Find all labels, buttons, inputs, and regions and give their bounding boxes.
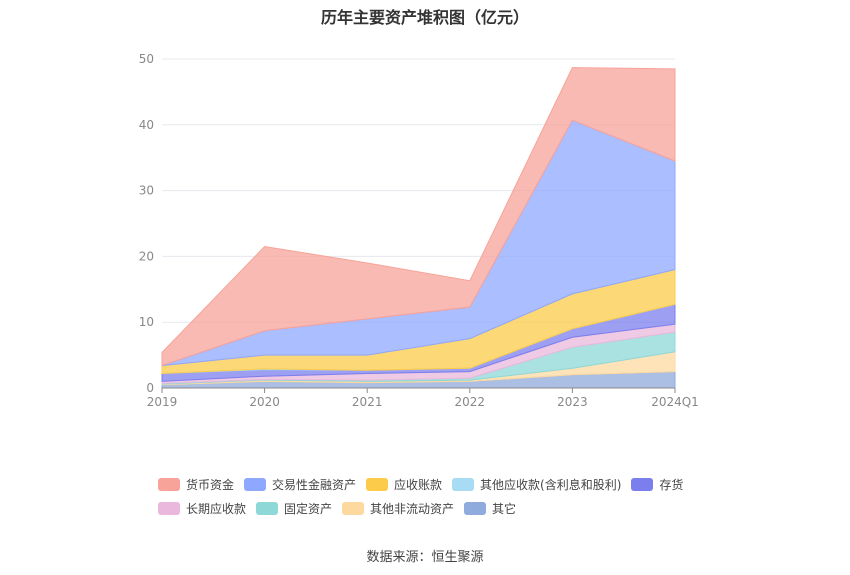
y-tick-label: 20 (139, 249, 154, 263)
area-series-货币资金 (161, 67, 676, 367)
legend-row: 货币资金 交易性金融资产 应收账款 其他应收款(含利息和股利) 存货 (158, 472, 718, 496)
legend-item[interactable]: 其他应收款(含利息和股利) (452, 476, 621, 493)
legend-swatch (452, 477, 475, 491)
x-tick-label: 2019 (147, 395, 178, 409)
legend-label: 其他非流动资产 (370, 501, 455, 516)
legend: 货币资金 交易性金融资产 应收账款 其他应收款(含利息和股利) 存货 长期应收款 固定资产… (158, 472, 718, 520)
legend-label: 货币资金 (186, 477, 235, 492)
x-tick-label: 2024Q1 (651, 395, 699, 409)
x-tick-label: 2023 (557, 395, 588, 409)
stacked-area-chart: 0 10 20 30 40 50 2019 2020 2021 2022 2023 2024Q1 (139, 52, 699, 409)
legend-label: 固定资产 (284, 501, 333, 516)
legend-row: 长期应收款 固定资产 其他非流动资产 其它 (158, 496, 718, 520)
legend-item[interactable]: 交易性金融资产 (244, 476, 356, 493)
data-source: 数据来源：恒生聚源 (366, 550, 484, 565)
legend-swatch (158, 501, 180, 515)
area-layer (161, 67, 676, 389)
legend-item[interactable]: 其它 (464, 500, 516, 517)
legend-item[interactable]: 其他非流动资产 (342, 500, 454, 517)
legend-swatch (256, 501, 279, 515)
legend-swatch (464, 501, 487, 515)
legend-item[interactable]: 固定资产 (256, 500, 332, 517)
legend-label: 交易性金融资产 (272, 477, 357, 492)
x-tick-label: 2022 (455, 395, 486, 409)
legend-item[interactable]: 长期应收款 (158, 500, 246, 517)
x-tick-label: 2021 (352, 395, 383, 409)
y-tick-label: 50 (139, 52, 154, 66)
chart-title: 历年主要资产堆积图（亿元） (320, 8, 529, 27)
y-tick-label: 0 (146, 381, 154, 395)
x-tick-label: 2020 (249, 395, 280, 409)
legend-item[interactable]: 应收账款 (366, 476, 442, 493)
legend-label: 其它 (492, 501, 517, 516)
y-tick-label: 30 (139, 184, 154, 198)
legend-swatch (631, 477, 654, 491)
legend-label: 应收账款 (394, 477, 443, 492)
legend-label: 长期应收款 (186, 501, 247, 516)
legend-swatch (244, 477, 267, 491)
axis-layer: 0 10 20 30 40 50 2019 2020 2021 2022 2023 2024Q1 (139, 52, 699, 409)
y-tick-label: 10 (139, 315, 154, 329)
legend-item[interactable]: 货币资金 (158, 476, 234, 493)
legend-swatch (366, 477, 389, 491)
legend-swatch (342, 501, 365, 515)
y-tick-label: 40 (139, 118, 154, 132)
legend-label: 存货 (659, 477, 684, 492)
legend-label: 其他应收款(含利息和股利) (480, 477, 622, 492)
legend-swatch (158, 477, 180, 491)
legend-item[interactable]: 存货 (631, 476, 683, 493)
